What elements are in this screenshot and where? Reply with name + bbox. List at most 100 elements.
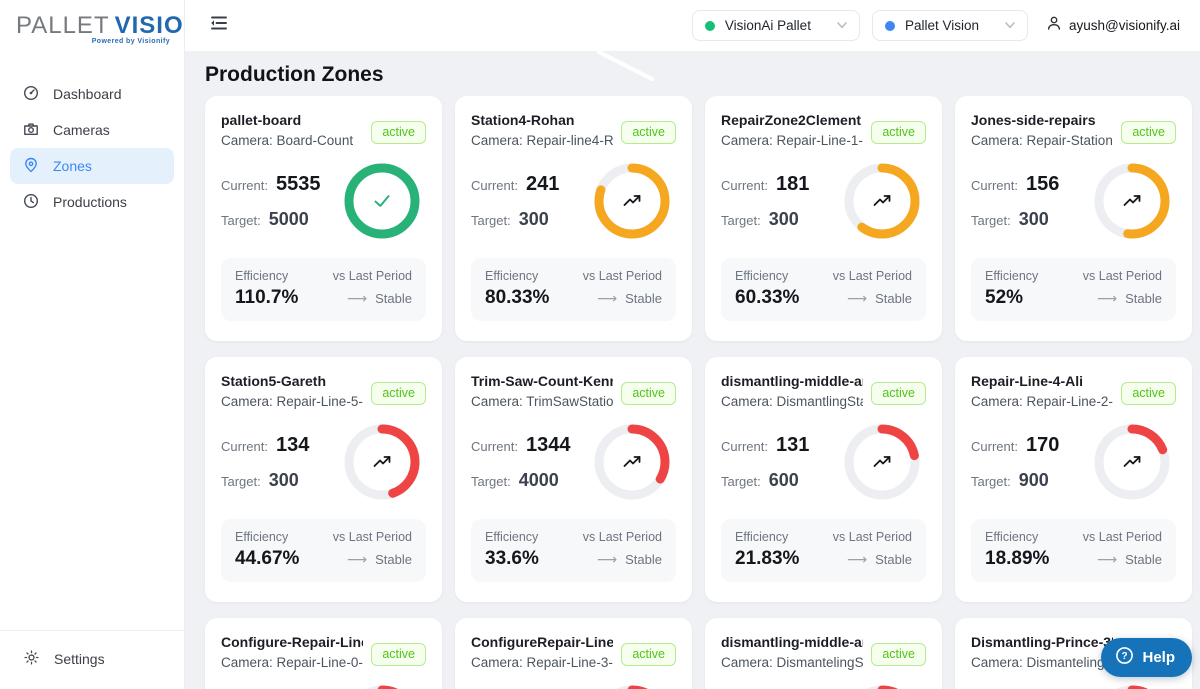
camera-label: Camera: — [971, 655, 1023, 670]
vs-last-period-label: vs Last Period — [582, 269, 662, 283]
progress-gauge — [344, 163, 420, 239]
site-select[interactable]: VisionAi Pallet — [691, 10, 860, 41]
zone-card[interactable]: Configure-Repair-Line-0-… Camera: Repair… — [205, 618, 442, 689]
zone-card[interactable]: dismantling-middle-andrew Camera: Disman… — [705, 357, 942, 602]
zone-stats: Current: Target: — [471, 685, 676, 689]
efficiency-value: 44.67% — [235, 548, 300, 569]
zone-stats: Current: 156 Target: 300 — [971, 163, 1176, 239]
right-arrow-icon: ⟶ — [847, 290, 868, 306]
target-label: Target: — [221, 473, 261, 489]
current-label: Current: — [221, 438, 268, 454]
target-value: 4000 — [518, 469, 559, 490]
zone-card[interactable]: Repair-Line-4-Ali Camera: Repair-Line-2-… — [955, 357, 1192, 602]
zone-titles: Station5-Gareth Camera: Repair-Line-5-Ga… — [221, 373, 363, 409]
zone-counts: Current: 134 Target: 300 — [221, 434, 309, 491]
status-badge: active — [871, 643, 926, 666]
zone-camera: Camera: Repair-Line-5-Gareth — [221, 394, 363, 409]
zone-card[interactable]: Station5-Gareth Camera: Repair-Line-5-Ga… — [205, 357, 442, 602]
zone-card[interactable]: ConfigureRepair-Line-3-Kofi Camera: Repa… — [455, 618, 692, 689]
zone-card[interactable]: Trim-Saw-Count-Kenny Camera: TrimSawStat… — [455, 357, 692, 602]
zone-titles: dismantling-middle-andre… Camera: Disman… — [721, 634, 863, 670]
right-arrow-icon: ⟶ — [347, 551, 368, 567]
zone-card-header: ConfigureRepair-Line-3-Kofi Camera: Repa… — [471, 634, 676, 670]
zone-counts: Current: 131 Target: 600 — [721, 434, 809, 491]
right-arrow-icon: ⟶ — [847, 551, 868, 567]
map-pin-icon — [23, 157, 39, 176]
progress-gauge — [1094, 685, 1170, 689]
efficiency-value: 80.33% — [485, 287, 550, 308]
progress-ring — [344, 424, 420, 500]
status-badge: active — [1121, 382, 1176, 405]
sidebar-item-productions[interactable]: Productions — [10, 184, 174, 220]
zone-card[interactable]: dismantling-middle-andre… Camera: Disman… — [705, 618, 942, 689]
progress-ring — [1094, 424, 1170, 500]
zone-camera-value: Repair-Line-1-Clem… — [776, 133, 864, 148]
trending-up-icon — [844, 685, 920, 689]
trending-up-icon — [1094, 163, 1170, 239]
right-arrow-icon: ⟶ — [597, 290, 618, 306]
sidebar-item-settings[interactable]: Settings — [10, 641, 174, 677]
zone-stats: Current: 5535 Target: 5000 — [221, 163, 426, 239]
zone-counts: Current: 5535 Target: 5000 — [221, 173, 320, 230]
progress-gauge — [594, 424, 670, 500]
logo-text-pallet: PALLET — [16, 12, 110, 39]
zone-stats: Current: Target: — [971, 685, 1176, 689]
chevron-down-icon — [1005, 22, 1015, 29]
vs-last-period-label: vs Last Period — [832, 530, 912, 544]
progress-ring — [1094, 163, 1170, 239]
zone-card-header: Station5-Gareth Camera: Repair-Line-5-Ga… — [221, 373, 426, 409]
sidebar-item-dashboard[interactable]: Dashboard — [10, 76, 174, 112]
zone-card[interactable]: pallet-board Camera: Board-Count active … — [205, 96, 442, 341]
zone-counts: Current: 1344 Target: 4000 — [471, 434, 570, 491]
current-label: Current: — [721, 438, 768, 454]
history-icon — [23, 193, 39, 212]
zone-camera: Camera: DismantelingStatio… — [721, 655, 863, 670]
progress-ring — [594, 163, 670, 239]
topbar: VisionAi Pallet Pallet Vision ayus — [185, 0, 1200, 52]
sidebar-item-cameras[interactable]: Cameras — [10, 112, 174, 148]
target-value: 5000 — [268, 208, 309, 229]
zone-titles: ConfigureRepair-Line-3-Kofi Camera: Repa… — [471, 634, 613, 670]
sidebar-item-label: Productions — [53, 194, 127, 210]
vs-last-period-label: vs Last Period — [332, 269, 412, 283]
trend-indicator: ⟶ Stable — [597, 551, 662, 568]
zone-name: Trim-Saw-Count-Kenny — [471, 373, 614, 389]
trend-indicator: ⟶ Stable — [1097, 290, 1162, 307]
help-button[interactable]: ? Help — [1101, 638, 1192, 677]
sidebar-item-label: Dashboard — [53, 86, 122, 102]
zone-card[interactable]: RepairZone2Clement Camera: Repair-Line-1… — [705, 96, 942, 341]
zone-counts: Current: 170 Target: 900 — [971, 434, 1059, 491]
efficiency-label: Efficiency — [235, 530, 289, 544]
target-label: Target: — [971, 212, 1011, 228]
zone-stats: Current: 181 Target: 300 — [721, 163, 926, 239]
zone-card-header: RepairZone2Clement Camera: Repair-Line-1… — [721, 112, 926, 148]
sidebar-item-zones[interactable]: Zones — [10, 148, 174, 184]
zone-name: Configure-Repair-Line-0-… — [221, 634, 363, 650]
org-select[interactable]: Pallet Vision — [871, 10, 1028, 41]
efficiency-value: 110.7% — [235, 287, 299, 308]
user-menu[interactable]: ayush@visionify.ai — [1046, 15, 1180, 36]
trend-indicator: ⟶ Stable — [847, 290, 912, 307]
vs-last-period-label: vs Last Period — [332, 530, 412, 544]
trending-up-icon — [594, 163, 670, 239]
progress-ring — [594, 424, 670, 500]
progress-ring — [844, 424, 920, 500]
efficiency-value: 18.89% — [985, 548, 1050, 569]
status-badge: active — [371, 643, 426, 666]
progress-gauge — [594, 163, 670, 239]
trend-label: Stable — [875, 291, 912, 306]
app-logo[interactable]: PALLET VISION Powered by Visionify — [0, 0, 201, 52]
progress-gauge — [344, 685, 420, 689]
progress-ring — [844, 163, 920, 239]
right-arrow-icon: ⟶ — [1097, 290, 1118, 306]
sidebar-collapse-button[interactable] — [205, 12, 233, 40]
zone-card[interactable]: Jones-side-repairs Camera: Repair-Statio… — [955, 96, 1192, 341]
trend-label: Stable — [1125, 291, 1162, 306]
vs-last-period-label: vs Last Period — [582, 530, 662, 544]
zone-camera: Camera: Repair-Line-0-Must… — [221, 655, 363, 670]
zone-camera: Camera: TrimSawStations-K… — [471, 394, 613, 409]
efficiency-label: Efficiency — [985, 530, 1039, 544]
zone-card-header: Configure-Repair-Line-0-… Camera: Repair… — [221, 634, 426, 670]
zone-titles: Dismantling-Prince-3RD Camera: Dismantel… — [971, 634, 1113, 670]
zone-card[interactable]: Station4-Rohan Camera: Repair-line4-Roha… — [455, 96, 692, 341]
